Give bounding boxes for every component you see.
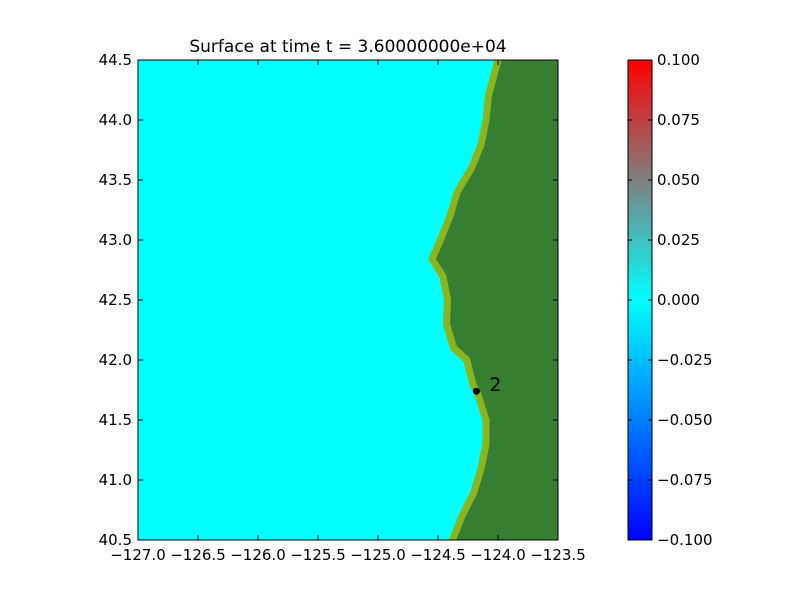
y-tick-label: 41.5 (99, 411, 132, 429)
y-tick-label: 41.0 (99, 471, 132, 489)
chart-title: Surface at time t = 3.60000000e+04 (189, 37, 506, 57)
land-layer (428, 60, 558, 540)
x-tick-label: −123.5 (530, 546, 586, 564)
colorbar-tick-label: 0.025 (657, 231, 700, 249)
colorbar-tick-label: −0.025 (657, 351, 713, 369)
y-tick-label: 44.5 (99, 51, 132, 69)
coastal-lowland (428, 60, 502, 540)
gauge-marker (472, 387, 480, 395)
colorbar-tick-label: 0.100 (657, 51, 700, 69)
colorbar-ticks: 0.100 0.075 0.050 0.025 0.000 −0.025 −0.050 −0.… (628, 51, 713, 549)
y-tick-label: 40.5 (99, 531, 132, 549)
x-tick-label: −126.0 (230, 546, 286, 564)
colorbar-tick-label: −0.075 (657, 471, 713, 489)
x-axis: −127.0 −126.5 −126.0 −125.5 −125.0 −124.5 −124… (110, 60, 586, 564)
colorbar-tick-label: 0.000 (657, 291, 700, 309)
colorbar-tick-label: −0.050 (657, 411, 713, 429)
colorbar: 0.100 0.075 0.050 0.025 0.000 −0.025 −0.050 −0.… (627, 51, 713, 549)
gauge-label: 2 (489, 374, 501, 396)
x-tick-label: −125.5 (290, 546, 346, 564)
colorbar-tick-label: 0.050 (657, 171, 700, 189)
y-tick-label: 43.5 (99, 171, 132, 189)
gauge-layer: 2 (472, 374, 501, 396)
y-tick-label: 42.5 (99, 291, 132, 309)
x-tick-label: −124.5 (410, 546, 466, 564)
plot-area (138, 60, 558, 540)
land-mass (432, 60, 558, 540)
x-tick-label: −124.0 (470, 546, 526, 564)
x-tick-label: −125.0 (350, 546, 406, 564)
colorbar-tick-label: −0.100 (657, 531, 713, 549)
x-tick-label: −126.5 (170, 546, 226, 564)
y-tick-label: 44.0 (99, 111, 132, 129)
colorbar-tick-label: 0.075 (657, 111, 700, 129)
y-tick-label: 43.0 (99, 231, 132, 249)
y-tick-label: 42.0 (99, 351, 132, 369)
x-tick-label: −127.0 (110, 546, 166, 564)
y-axis: 40.5 41.0 41.5 42.0 42.5 43.0 43.5 44.0 44.5 (99, 51, 558, 549)
